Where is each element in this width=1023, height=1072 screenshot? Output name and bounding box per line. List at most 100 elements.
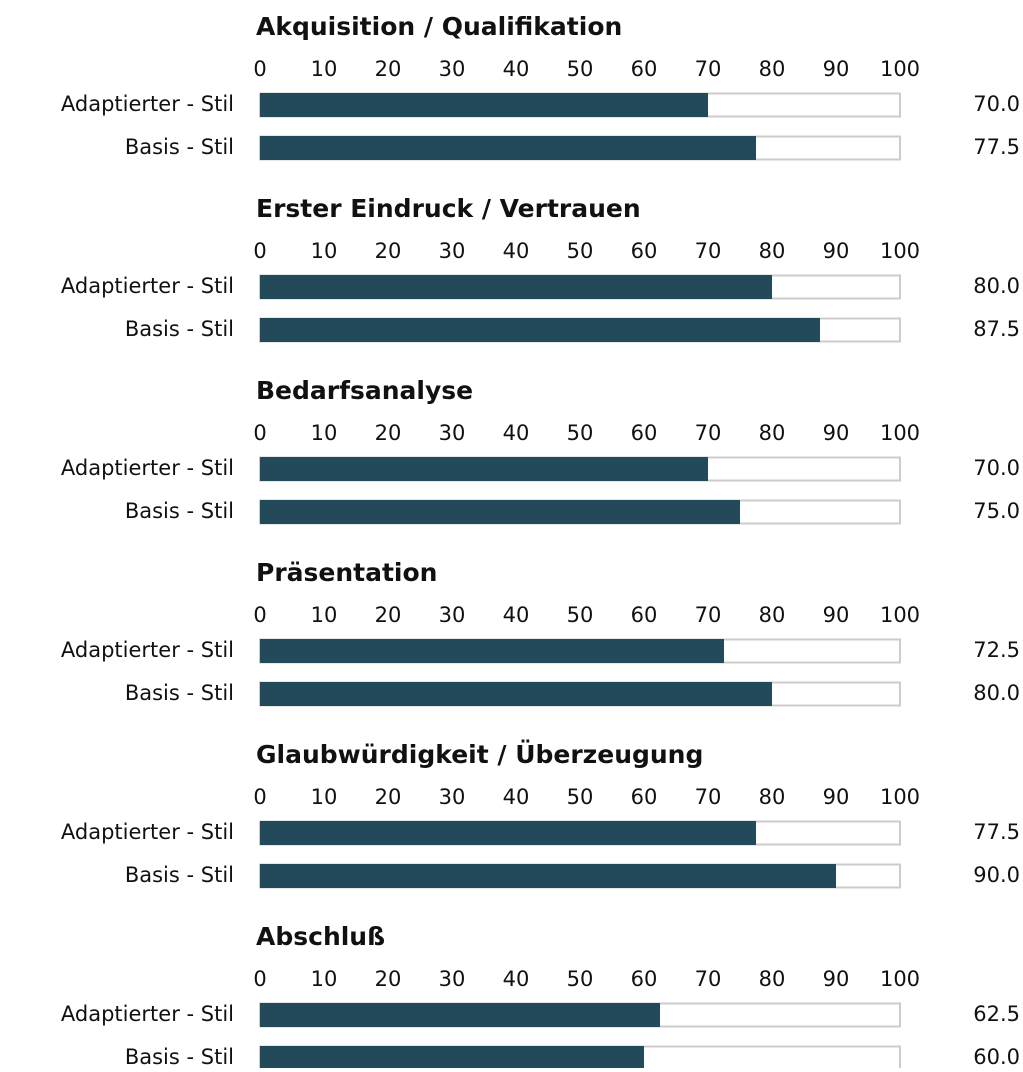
x-tick-label: 100: [880, 421, 920, 445]
x-tick-label: 40: [503, 603, 530, 627]
x-tick-label: 10: [311, 603, 338, 627]
x-tick-label: 20: [375, 421, 402, 445]
x-tick-label: 100: [880, 57, 920, 81]
x-tick-label: 10: [311, 967, 338, 991]
x-tick-label: 50: [567, 785, 594, 809]
x-tick-label: 20: [375, 57, 402, 81]
x-tick-label: 50: [567, 57, 594, 81]
x-tick-label: 40: [503, 967, 530, 991]
x-tick-label: 90: [823, 57, 850, 81]
x-tick-label: 10: [311, 421, 338, 445]
value-label: 87.5: [973, 317, 1020, 341]
category-label: Basis - Stil: [125, 681, 234, 705]
panel-title: Akquisition / Qualifikation: [256, 12, 622, 41]
value-label: 60.0: [973, 1045, 1020, 1068]
x-tick-label: 80: [759, 603, 786, 627]
x-tick-label: 30: [439, 785, 466, 809]
value-label: 80.0: [973, 274, 1020, 298]
x-tick-label: 50: [567, 239, 594, 263]
value-label: 70.0: [973, 92, 1020, 116]
category-label: Basis - Stil: [125, 135, 234, 159]
x-tick-label: 80: [759, 239, 786, 263]
bar: [260, 457, 708, 481]
bar: [260, 500, 740, 524]
bar: [260, 1003, 660, 1027]
x-tick-label: 70: [695, 603, 722, 627]
x-tick-label: 0: [253, 603, 266, 627]
x-tick-label: 20: [375, 785, 402, 809]
x-tick-label: 30: [439, 57, 466, 81]
bar: [260, 639, 724, 663]
category-label: Adaptierter - Stil: [61, 638, 234, 662]
category-label: Basis - Stil: [125, 499, 234, 523]
panel-title: Präsentation: [256, 558, 437, 587]
x-tick-label: 30: [439, 421, 466, 445]
x-tick-label: 20: [375, 603, 402, 627]
x-tick-label: 10: [311, 239, 338, 263]
x-tick-label: 80: [759, 57, 786, 81]
panel-title: Abschluß: [256, 922, 385, 951]
x-tick-label: 20: [375, 967, 402, 991]
x-tick-label: 80: [759, 785, 786, 809]
category-label: Adaptierter - Stil: [61, 456, 234, 480]
x-tick-label: 0: [253, 421, 266, 445]
x-tick-label: 60: [631, 421, 658, 445]
x-tick-label: 70: [695, 239, 722, 263]
x-tick-label: 70: [695, 57, 722, 81]
x-tick-label: 40: [503, 57, 530, 81]
x-tick-label: 40: [503, 239, 530, 263]
x-tick-label: 0: [253, 239, 266, 263]
bar: [260, 864, 836, 888]
x-tick-label: 30: [439, 239, 466, 263]
category-label: Basis - Stil: [125, 863, 234, 887]
category-label: Basis - Stil: [125, 1045, 234, 1068]
x-tick-label: 30: [439, 967, 466, 991]
value-label: 70.0: [973, 456, 1020, 480]
x-tick-label: 100: [880, 603, 920, 627]
x-tick-label: 30: [439, 603, 466, 627]
x-tick-label: 0: [253, 57, 266, 81]
x-tick-label: 20: [375, 239, 402, 263]
bar: [260, 318, 820, 342]
value-label: 80.0: [973, 681, 1020, 705]
x-tick-label: 90: [823, 603, 850, 627]
x-tick-label: 100: [880, 239, 920, 263]
bar: [260, 93, 708, 117]
x-tick-label: 0: [253, 785, 266, 809]
x-tick-label: 60: [631, 967, 658, 991]
x-tick-label: 90: [823, 785, 850, 809]
x-tick-label: 70: [695, 421, 722, 445]
bar: [260, 275, 772, 299]
bar: [260, 136, 756, 160]
panel-title: Glaubwürdigkeit / Überzeugung: [256, 739, 703, 769]
panel-title: Bedarfsanalyse: [256, 376, 473, 405]
x-tick-label: 60: [631, 785, 658, 809]
category-label: Adaptierter - Stil: [61, 92, 234, 116]
x-tick-label: 40: [503, 421, 530, 445]
x-tick-label: 80: [759, 967, 786, 991]
x-tick-label: 50: [567, 967, 594, 991]
bar: [260, 1046, 644, 1070]
x-tick-label: 60: [631, 603, 658, 627]
value-label: 90.0: [973, 863, 1020, 887]
value-label: 72.5: [973, 638, 1020, 662]
x-tick-label: 90: [823, 239, 850, 263]
value-label: 77.5: [973, 135, 1020, 159]
bar: [260, 682, 772, 706]
category-label: Adaptierter - Stil: [61, 274, 234, 298]
panel-title: Erster Eindruck / Vertrauen: [256, 194, 641, 223]
x-tick-label: 0: [253, 967, 266, 991]
x-tick-label: 70: [695, 967, 722, 991]
value-label: 62.5: [973, 1002, 1020, 1026]
x-tick-label: 90: [823, 421, 850, 445]
x-tick-label: 40: [503, 785, 530, 809]
x-tick-label: 60: [631, 57, 658, 81]
x-tick-label: 10: [311, 57, 338, 81]
category-label: Adaptierter - Stil: [61, 1002, 234, 1026]
x-tick-label: 100: [880, 785, 920, 809]
value-label: 75.0: [973, 499, 1020, 523]
x-tick-label: 80: [759, 421, 786, 445]
x-tick-label: 50: [567, 603, 594, 627]
bar: [260, 821, 756, 845]
